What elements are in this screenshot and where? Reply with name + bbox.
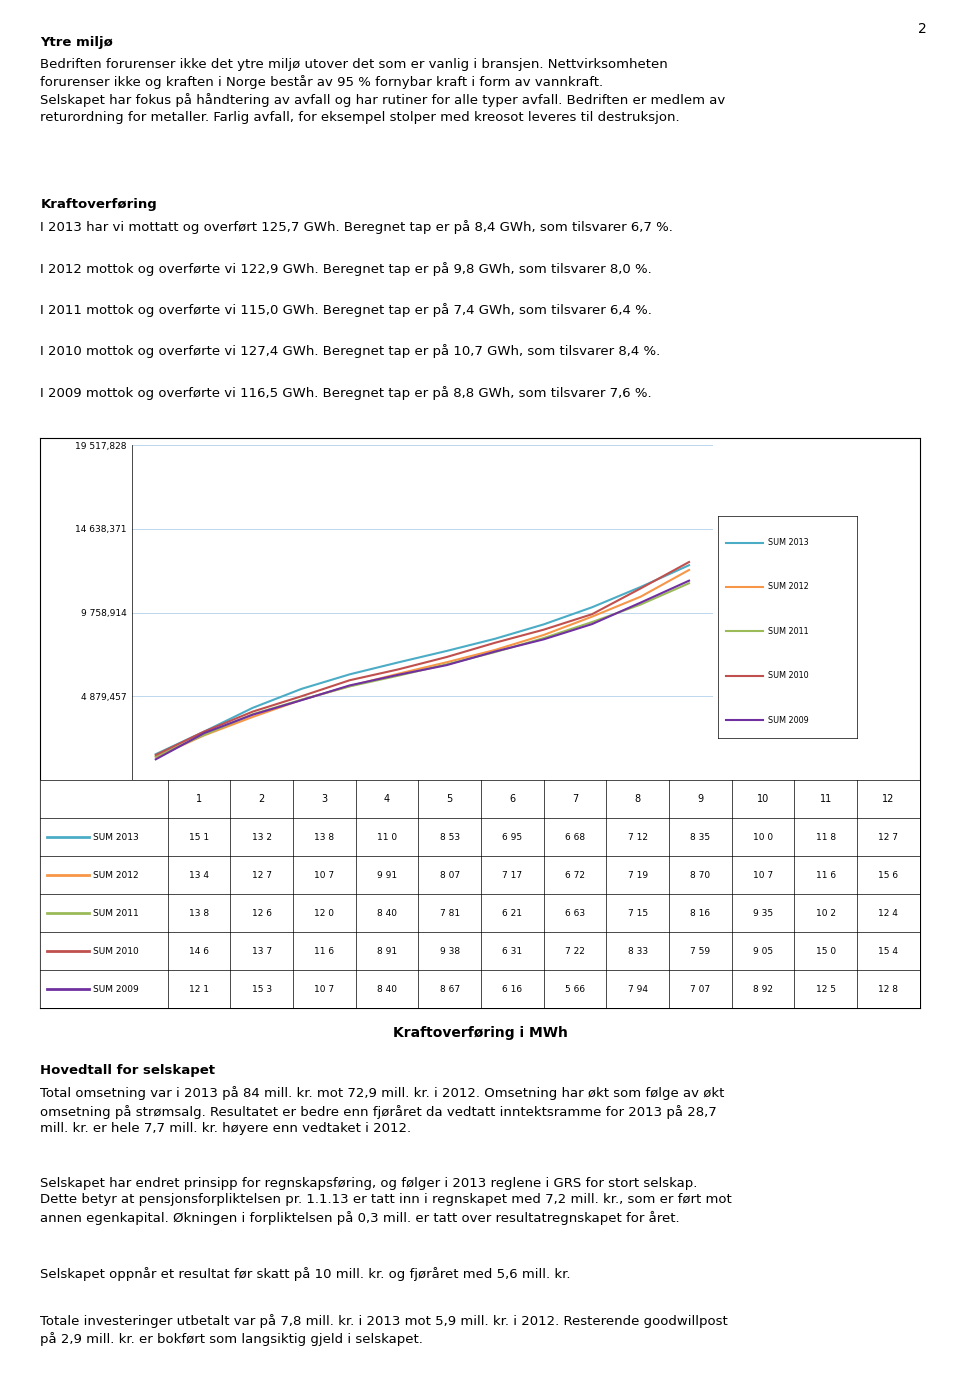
Text: Bedriften forurenser ikke det ytre miljø utover det som er vanlig i bransjen. Ne: Bedriften forurenser ikke det ytre miljø… xyxy=(40,57,726,125)
Text: 8 40: 8 40 xyxy=(377,984,397,994)
Text: 6 95: 6 95 xyxy=(502,833,522,841)
Text: I 2012 mottok og overførte vi 122,9 GWh. Beregnet tap er på 9,8 GWh, som tilsvar: I 2012 mottok og overførte vi 122,9 GWh.… xyxy=(40,262,652,276)
Text: 13 8: 13 8 xyxy=(315,833,334,841)
Text: 2: 2 xyxy=(258,794,265,804)
Text: I 2009 mottok og overførte vi 116,5 GWh. Beregnet tap er på 8,8 GWh, som tilsvar: I 2009 mottok og overførte vi 116,5 GWh.… xyxy=(40,385,652,399)
Text: 10 7: 10 7 xyxy=(315,984,334,994)
Text: 7 12: 7 12 xyxy=(628,833,648,841)
Text: 8 16: 8 16 xyxy=(690,909,710,917)
Text: 11 6: 11 6 xyxy=(315,946,334,956)
Text: Kraftoverføring: Kraftoverføring xyxy=(40,197,157,211)
Text: SUM 2010: SUM 2010 xyxy=(768,672,809,680)
Text: 8 70: 8 70 xyxy=(690,871,710,879)
Text: 11 6: 11 6 xyxy=(816,871,836,879)
Text: 15 6: 15 6 xyxy=(878,871,899,879)
Text: 10 7: 10 7 xyxy=(753,871,773,879)
Text: 8 53: 8 53 xyxy=(440,833,460,841)
Text: 7 81: 7 81 xyxy=(440,909,460,917)
Text: 8 33: 8 33 xyxy=(628,946,648,956)
Text: 12 7: 12 7 xyxy=(878,833,899,841)
Text: 7 19: 7 19 xyxy=(628,871,648,879)
Text: 8 07: 8 07 xyxy=(440,871,460,879)
Text: 10 2: 10 2 xyxy=(816,909,836,917)
Text: Ytre miljø: Ytre miljø xyxy=(40,36,113,49)
Text: 7 07: 7 07 xyxy=(690,984,710,994)
Text: 8 40: 8 40 xyxy=(377,909,397,917)
Text: Hovedtall for selskapet: Hovedtall for selskapet xyxy=(40,1064,215,1077)
Text: 13 4: 13 4 xyxy=(189,871,209,879)
Text: 7 94: 7 94 xyxy=(628,984,648,994)
Text: 5 66: 5 66 xyxy=(565,984,586,994)
Text: 2: 2 xyxy=(918,22,926,36)
Text: 12 7: 12 7 xyxy=(252,871,272,879)
Text: 12 8: 12 8 xyxy=(878,984,899,994)
Text: 9 91: 9 91 xyxy=(377,871,397,879)
Text: 8 35: 8 35 xyxy=(690,833,710,841)
Text: 12: 12 xyxy=(882,794,895,804)
Text: 15 0: 15 0 xyxy=(816,946,836,956)
Text: 13 2: 13 2 xyxy=(252,833,272,841)
Text: SUM 2009: SUM 2009 xyxy=(93,984,139,994)
Text: 11 0: 11 0 xyxy=(377,833,397,841)
Text: SUM 2009: SUM 2009 xyxy=(768,715,809,725)
Text: 6: 6 xyxy=(510,794,516,804)
Text: SUM 2011: SUM 2011 xyxy=(768,627,809,636)
Text: 12 1: 12 1 xyxy=(189,984,209,994)
Text: 7: 7 xyxy=(572,794,578,804)
Text: 14 6: 14 6 xyxy=(189,946,209,956)
Text: 9 38: 9 38 xyxy=(440,946,460,956)
Text: 12 6: 12 6 xyxy=(252,909,272,917)
Text: 9: 9 xyxy=(697,794,704,804)
Text: SUM 2013: SUM 2013 xyxy=(768,538,809,547)
Text: 8 67: 8 67 xyxy=(440,984,460,994)
Text: 12 4: 12 4 xyxy=(878,909,899,917)
Text: 4: 4 xyxy=(384,794,390,804)
Text: 15 3: 15 3 xyxy=(252,984,272,994)
Text: 7 15: 7 15 xyxy=(628,909,648,917)
Text: 13 7: 13 7 xyxy=(252,946,272,956)
Text: SUM 2011: SUM 2011 xyxy=(93,909,139,917)
Text: SUM 2010: SUM 2010 xyxy=(93,946,139,956)
Text: Kraftoverføring i MWh: Kraftoverføring i MWh xyxy=(393,1026,567,1040)
Text: Selskapet har endret prinsipp for regnskapsføring, og følger i 2013 reglene i GR: Selskapet har endret prinsipp for regnsk… xyxy=(40,1176,732,1225)
Text: 9 35: 9 35 xyxy=(753,909,773,917)
Text: 15 4: 15 4 xyxy=(878,946,899,956)
Text: 11: 11 xyxy=(820,794,831,804)
Text: SUM 2013: SUM 2013 xyxy=(93,833,139,841)
Text: 6 63: 6 63 xyxy=(565,909,586,917)
Text: 10: 10 xyxy=(756,794,769,804)
Text: 11 8: 11 8 xyxy=(816,833,836,841)
Text: 3: 3 xyxy=(322,794,327,804)
Text: 12 5: 12 5 xyxy=(816,984,836,994)
Text: Total omsetning var i 2013 på 84 mill. kr. mot 72,9 mill. kr. i 2012. Omsetning : Total omsetning var i 2013 på 84 mill. k… xyxy=(40,1086,725,1135)
Text: 10 0: 10 0 xyxy=(753,833,773,841)
Text: 7 17: 7 17 xyxy=(502,871,522,879)
Text: 5: 5 xyxy=(446,794,453,804)
Text: 6 31: 6 31 xyxy=(502,946,522,956)
Text: 9 05: 9 05 xyxy=(753,946,773,956)
Text: 10 7: 10 7 xyxy=(315,871,334,879)
Text: 8 91: 8 91 xyxy=(377,946,397,956)
Text: 12 0: 12 0 xyxy=(315,909,334,917)
Text: 7 22: 7 22 xyxy=(565,946,585,956)
Text: I 2013 har vi mottatt og overført 125,7 GWh. Beregnet tap er på 8,4 GWh, som til: I 2013 har vi mottatt og overført 125,7 … xyxy=(40,220,673,234)
Text: 13 8: 13 8 xyxy=(189,909,209,917)
Text: 6 21: 6 21 xyxy=(502,909,522,917)
Text: I 2010 mottok og overførte vi 127,4 GWh. Beregnet tap er på 10,7 GWh, som tilsva: I 2010 mottok og overførte vi 127,4 GWh.… xyxy=(40,344,660,358)
Text: SUM 2012: SUM 2012 xyxy=(93,871,138,879)
Text: 8 92: 8 92 xyxy=(753,984,773,994)
Text: 1: 1 xyxy=(196,794,203,804)
Text: 8: 8 xyxy=(635,794,640,804)
Text: 7 59: 7 59 xyxy=(690,946,710,956)
Text: 6 16: 6 16 xyxy=(502,984,522,994)
Text: SUM 2012: SUM 2012 xyxy=(768,582,809,591)
Text: I 2011 mottok og overførte vi 115,0 GWh. Beregnet tap er på 7,4 GWh, som tilsvar: I 2011 mottok og overførte vi 115,0 GWh.… xyxy=(40,302,652,316)
Text: Selskapet oppnår et resultat før skatt på 10 mill. kr. og fjøråret med 5,6 mill.: Selskapet oppnår et resultat før skatt p… xyxy=(40,1267,571,1281)
Text: Totale investeringer utbetalt var på 7,8 mill. kr. i 2013 mot 5,9 mill. kr. i 20: Totale investeringer utbetalt var på 7,8… xyxy=(40,1313,728,1345)
Text: 15 1: 15 1 xyxy=(189,833,209,841)
Text: 6 72: 6 72 xyxy=(565,871,585,879)
Text: 6 68: 6 68 xyxy=(565,833,586,841)
